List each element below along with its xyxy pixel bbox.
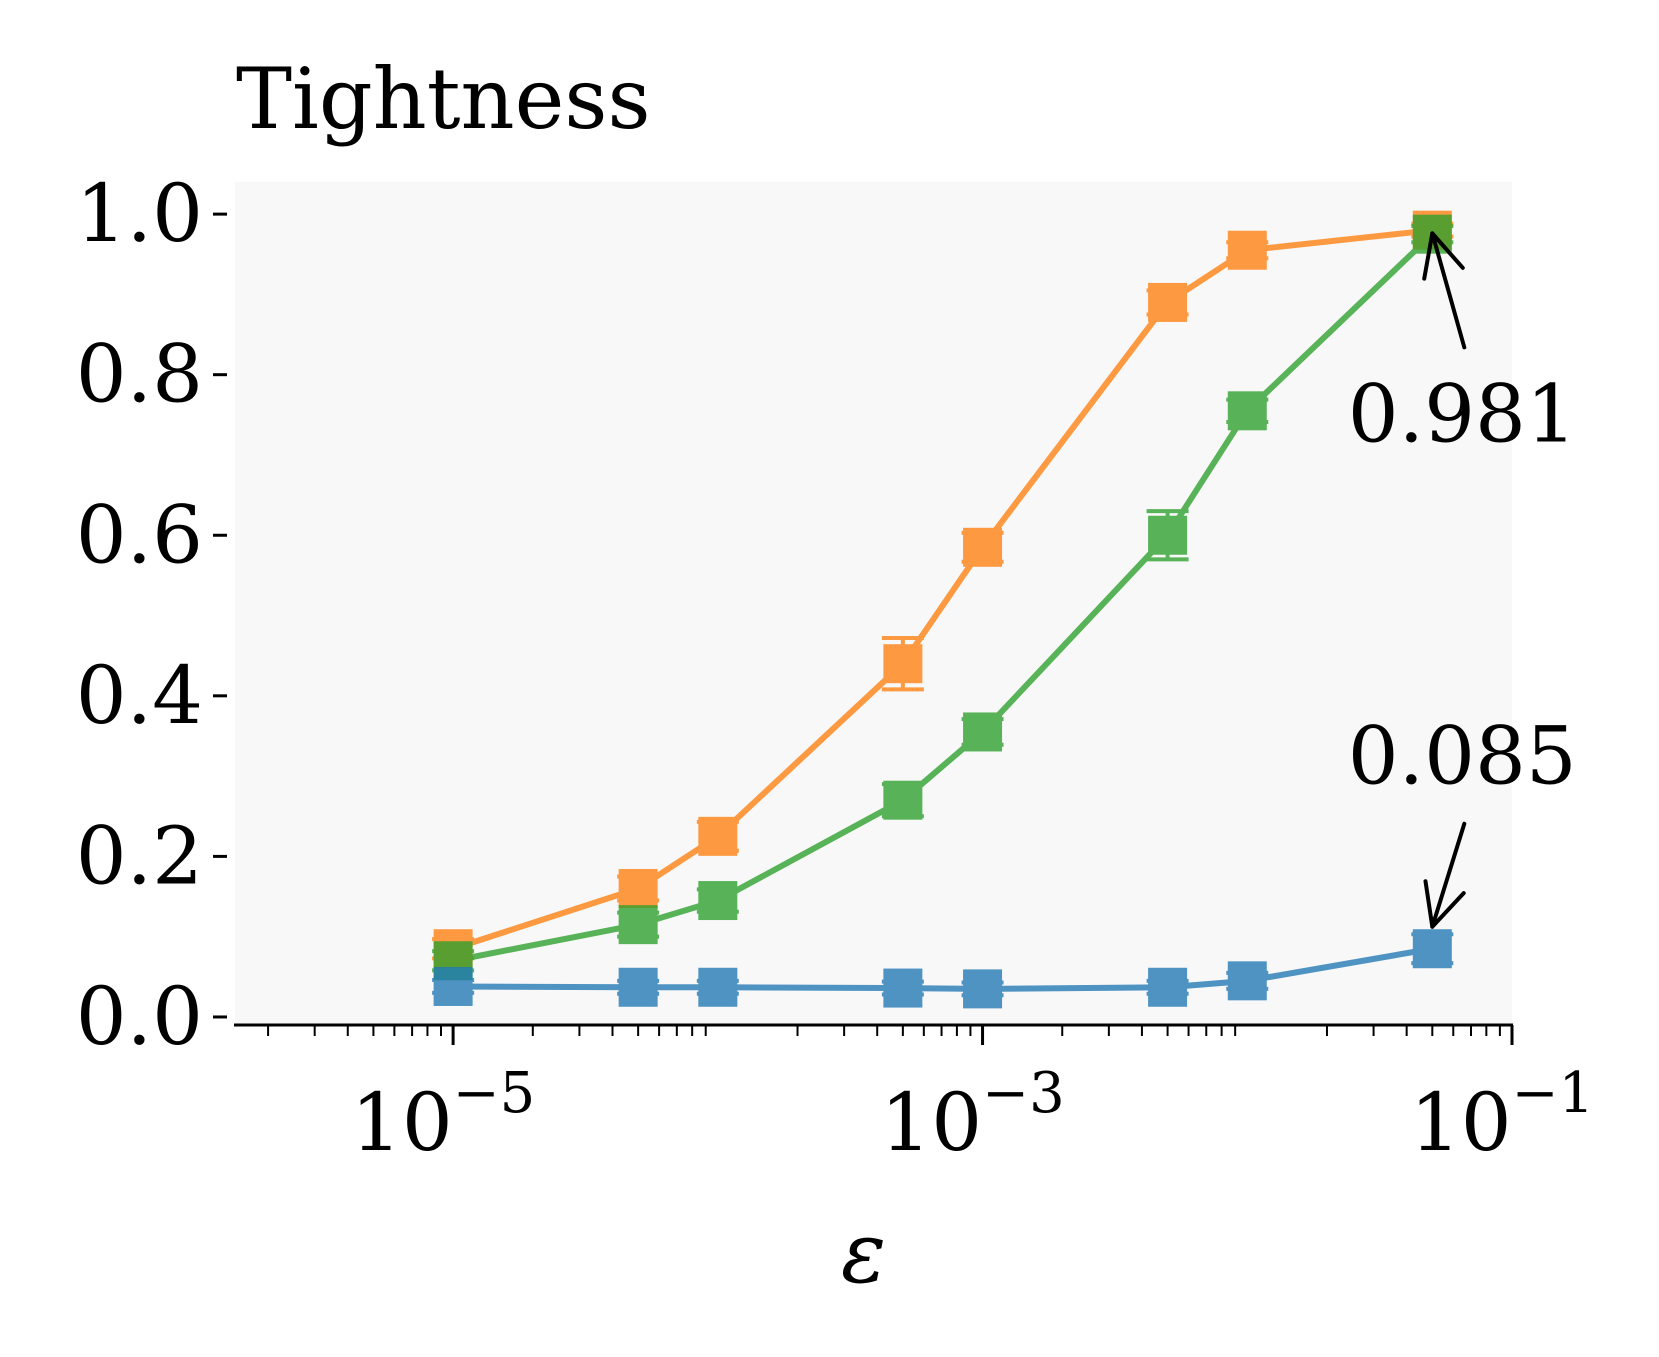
data-point <box>1148 282 1188 322</box>
y-tick-label: 0.6 <box>76 488 203 581</box>
y-tick-label: 0.0 <box>76 970 203 1063</box>
annotation-arrow <box>1430 821 1467 929</box>
data-point <box>963 969 1003 1009</box>
data-point <box>1412 929 1452 969</box>
annotations-layer: 0.981 0.085 <box>1348 231 1577 929</box>
series-1 <box>432 214 1454 981</box>
data-point <box>883 968 923 1008</box>
x-axis-label: ε <box>841 1204 886 1302</box>
annotation-arrowhead <box>1423 879 1466 929</box>
x-tick-label: 10−5 <box>351 1061 535 1169</box>
data-point <box>698 816 738 856</box>
x-tick-label: 10−1 <box>1410 1061 1594 1169</box>
x-tick-label: 10−3 <box>880 1061 1064 1169</box>
data-point <box>1148 967 1188 1007</box>
data-point <box>963 712 1003 752</box>
series-0 <box>432 210 1454 969</box>
data-point <box>698 881 738 921</box>
data-point <box>963 527 1003 567</box>
plot-background <box>235 182 1512 1025</box>
data-point <box>1227 391 1267 431</box>
data-point <box>1227 230 1267 270</box>
annotation-arrowhead <box>1422 231 1465 281</box>
y-tick-label: 0.4 <box>76 649 203 742</box>
data-point <box>698 967 738 1007</box>
annotation-label: 0.085 <box>1348 710 1577 803</box>
chart-title: Tightness <box>236 50 651 148</box>
data-point <box>1412 214 1452 254</box>
data-point <box>433 966 473 1006</box>
y-tick-label: 0.8 <box>76 328 203 421</box>
series-layer <box>432 210 1454 1009</box>
y-tick-label: 1.0 <box>76 167 203 260</box>
data-point <box>883 644 923 684</box>
data-point <box>1227 961 1267 1001</box>
series-2 <box>432 929 1454 1009</box>
data-point <box>618 967 658 1007</box>
annotation-arrow <box>1430 231 1467 350</box>
data-point <box>883 780 923 820</box>
data-point <box>618 905 658 945</box>
data-point <box>1148 515 1188 555</box>
annotation-label: 0.981 <box>1348 367 1577 460</box>
data-point <box>618 869 658 909</box>
y-tick-label: 0.2 <box>76 809 203 902</box>
